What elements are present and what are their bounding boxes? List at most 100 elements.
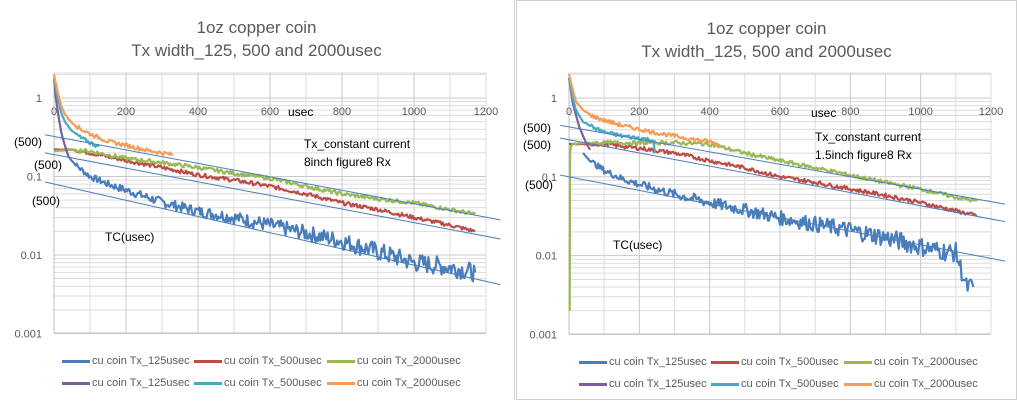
series-line [568,139,978,311]
trendline-fit_2000 [44,134,501,221]
curve-label: TC(usec) [613,238,662,252]
legend-swatch [579,360,607,364]
legend-item: cu coin Tx_500usec [711,356,839,368]
x-tick-label: 400 [189,106,207,118]
fit-label: (500) [525,178,553,192]
x-tick-label: 400 [700,106,718,118]
series-line [53,147,477,216]
legend-item: cu coin Tx_125usec [579,378,707,390]
annotation-rx-coil: 1.5inch figure8 Rx [815,148,912,162]
plot-svg: 0 200 400 600 800 1000 1200 1 0.1 0.01 0.001 (500) (… [523,72,1006,341]
chart-title-line1: 1oz copper coin [706,19,827,38]
fit-label: (500) [32,194,60,208]
x-tick-label: 200 [117,106,135,118]
curve-label: TC(usec) [105,230,154,244]
legend-label: cu coin Tx_2000usec [357,355,461,367]
x-tick-label: 200 [630,106,648,118]
x-tick-label: 1200 [979,106,1003,118]
series-line [52,74,174,157]
x-tick-label: 600 [771,106,789,118]
legend-swatch [194,381,222,385]
legend-label: cu coin Tx_125usec [609,378,707,390]
legend-label: cu coin Tx_500usec [224,377,322,389]
x-tick-label: 0 [566,106,572,118]
x-tick-label: 800 [333,106,351,118]
legend-swatch [194,359,222,363]
y-tick-label: 1 [551,93,557,105]
x-tick-label: 800 [841,106,859,118]
annotation-tx-mode: Tx_constant current [815,130,922,144]
sheet-gridline [514,0,515,400]
annotation-tx-mode: Tx_constant current [304,137,411,151]
legend-swatch [844,382,872,386]
series-line [53,148,476,233]
x-tick-label: 1200 [474,106,498,118]
y-tick-label: 1 [36,93,42,105]
chart-title-line2: Tx width_125, 500 and 2000usec [641,42,892,61]
series-line [52,78,70,157]
series-line [582,152,975,292]
legend-swatch [711,382,739,386]
legend-item: cu coin Tx_500usec [194,355,322,367]
annotation-rx-coil: 8inch figure8 Rx [304,155,391,169]
legend-item: cu coin Tx_500usec [194,377,322,389]
legend-label: cu coin Tx_2000usec [874,378,978,390]
legend-item: cu coin Tx_2000usec [327,355,461,367]
legend-label: cu coin Tx_2000usec [357,377,461,389]
y-tick-label: 0.01 [21,250,42,262]
legend-label: cu coin Tx_125usec [609,356,707,368]
x-axis-title: usec [811,106,836,120]
fit-label: (500) [14,135,42,149]
x-tick-label: 600 [261,106,279,118]
y-tick-label: 0.1 [27,172,42,184]
trendline-fit_125 [560,174,1006,262]
legend-swatch [62,359,90,363]
trendline-fit_125 [44,181,501,286]
x-tick-label: 1000 [908,106,932,118]
plot-svg: 0 200 400 600 800 1000 1200 1 0.1 0.01 0.001 (500) (… [14,72,501,341]
fit-label: (500) [34,158,62,172]
chart-title: 1oz copper coin Tx width_125, 500 and 20… [517,17,1016,63]
legend-swatch [711,360,739,364]
series-line [568,141,978,217]
x-tick-label: 0 [51,106,57,118]
fit-label: (500) [523,138,551,152]
chart-title: 1oz copper coin Tx width_125, 500 and 20… [0,16,513,62]
trendline-fit_500 [44,152,501,240]
y-tick-label: 0.001 [14,329,42,341]
series-line [567,73,721,147]
legend-label: cu coin Tx_500usec [224,355,322,367]
x-axis-title: usec [288,105,313,119]
trendline-fit_500 [560,137,1006,223]
x-tick-label: 1000 [402,106,426,118]
chart-1-5inch-rx[interactable]: 1oz copper coin Tx width_125, 500 and 20… [516,0,1017,400]
legend-swatch [579,382,607,386]
series-line [67,155,477,283]
legend-item: cu coin Tx_125usec [62,377,190,389]
legend-item: cu coin Tx_125usec [579,356,707,368]
series-line [567,77,592,151]
legend-swatch [62,381,90,385]
series-line [52,78,100,148]
y-tick-label: 0.1 [542,172,557,184]
y-tick-label: 0.01 [536,251,557,263]
legend-item: cu coin Tx_2000usec [327,377,461,389]
legend-label: cu coin Tx_500usec [741,378,839,390]
chart-title-line1: 1oz copper coin [196,18,317,37]
trendline-fit_2000 [560,124,1006,205]
legend-label: cu coin Tx_125usec [92,355,190,367]
series-line [567,77,657,154]
chart-8inch-rx[interactable]: 1oz copper coin Tx width_125, 500 and 20… [0,0,513,400]
legend-item: cu coin Tx_500usec [711,378,839,390]
y-tick-label: 0.001 [529,329,557,341]
legend-item: cu coin Tx_2000usec [844,378,978,390]
legend-swatch [327,359,355,363]
legend-swatch [844,360,872,364]
legend-item: cu coin Tx_125usec [62,355,190,367]
legend-label: cu coin Tx_2000usec [874,356,978,368]
legend-swatch [327,381,355,385]
fit-label: (500) [523,121,551,135]
legend-label: cu coin Tx_500usec [741,356,839,368]
legend-item: cu coin Tx_2000usec [844,356,978,368]
chart-title-line2: Tx width_125, 500 and 2000usec [131,41,382,60]
